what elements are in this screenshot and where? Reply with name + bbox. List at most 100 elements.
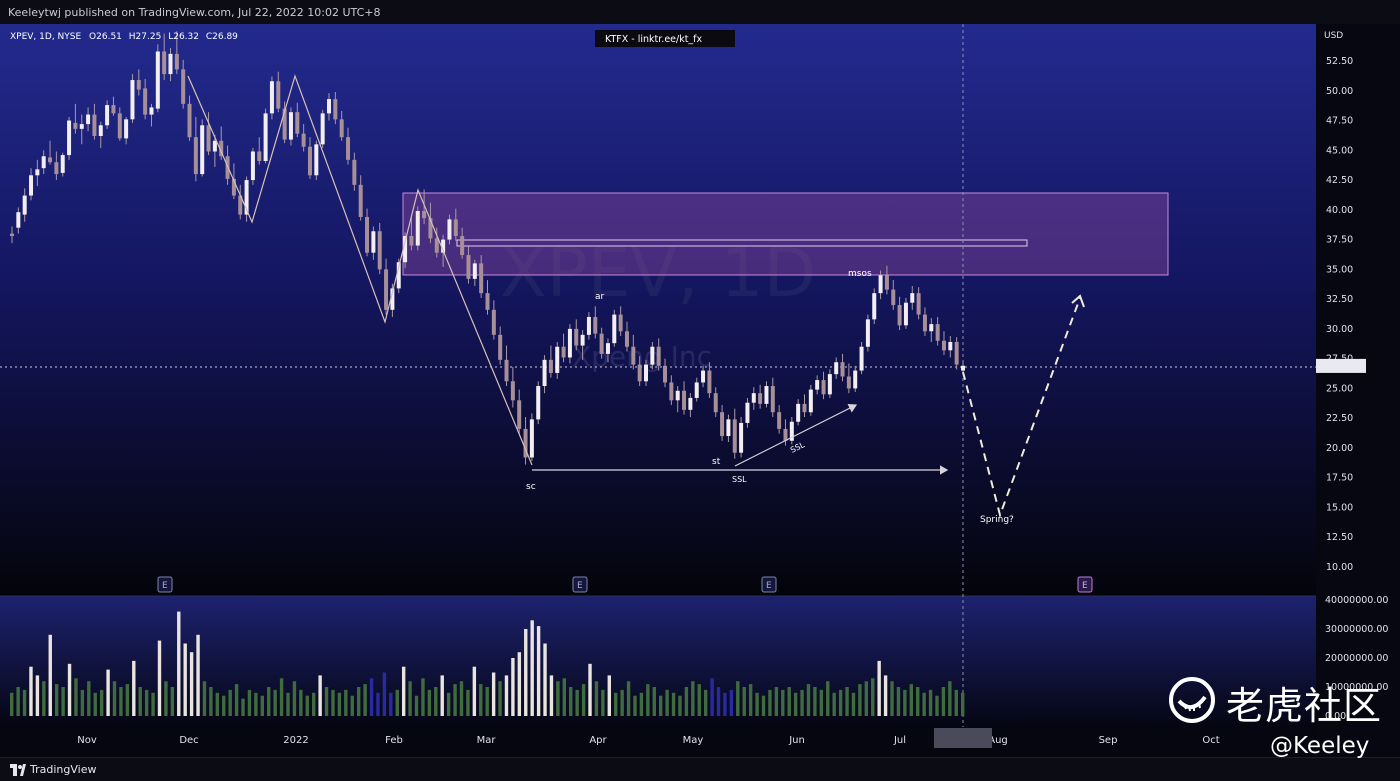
volume-tick-label: 0.00 bbox=[1325, 711, 1346, 722]
volume-bar bbox=[312, 692, 316, 716]
volume-bar bbox=[838, 689, 843, 716]
candle-body bbox=[206, 125, 211, 152]
supply-zone[interactable] bbox=[402, 192, 1169, 276]
candle bbox=[238, 184, 243, 220]
candle-body bbox=[580, 334, 585, 346]
candle bbox=[320, 109, 325, 148]
candle bbox=[79, 114, 84, 145]
candle-body bbox=[821, 380, 826, 395]
price-chart[interactable]: XPEV, 1D Xpeng Inc ar msos sc st SSL SSL… bbox=[0, 24, 1400, 757]
candle bbox=[29, 168, 34, 201]
candle bbox=[130, 74, 135, 123]
wave-path[interactable] bbox=[187, 74, 533, 466]
candle-body bbox=[732, 419, 737, 453]
price-axis-bg bbox=[1316, 24, 1400, 757]
candle bbox=[307, 137, 312, 179]
candle-body bbox=[827, 374, 832, 395]
volume-bar bbox=[504, 675, 509, 716]
candle-body bbox=[808, 389, 813, 413]
volume-bar bbox=[626, 681, 631, 716]
symbol-legend[interactable]: XPEV, 1D, NYSE O26.51 H27.25 L26.32 C26.… bbox=[10, 32, 238, 42]
volume-bar bbox=[543, 643, 547, 716]
volume-bar bbox=[871, 678, 875, 716]
candle-body bbox=[783, 428, 788, 441]
candle-body bbox=[263, 113, 268, 162]
price-tick-label: 37.50 bbox=[1326, 235, 1353, 246]
volume-bar bbox=[202, 681, 207, 716]
candle bbox=[98, 121, 103, 148]
time-axis-ticks[interactable]: Nov Dec 2022 Feb Mar Apr May Jun Jul Aug Sep Oct bbox=[77, 735, 1219, 746]
volume-bar bbox=[344, 689, 348, 716]
candle bbox=[941, 331, 946, 356]
volume-bar bbox=[569, 687, 573, 716]
time-tick-label: Mar bbox=[477, 735, 497, 746]
candle-body bbox=[650, 346, 655, 365]
candle-body bbox=[910, 293, 915, 303]
volume-bar bbox=[948, 681, 952, 716]
volume-bar bbox=[446, 692, 451, 716]
volume-bar bbox=[112, 681, 117, 716]
candle-body bbox=[35, 169, 40, 176]
company-watermark: Xpeng Inc bbox=[572, 340, 712, 373]
volume-bar bbox=[845, 687, 849, 716]
candle-body bbox=[168, 53, 173, 75]
candle-body bbox=[22, 195, 27, 215]
volume-bar bbox=[536, 626, 541, 716]
candle-body bbox=[796, 403, 801, 422]
candle bbox=[529, 413, 534, 462]
volume-bar bbox=[54, 684, 59, 716]
zone-line[interactable] bbox=[456, 239, 1028, 247]
candles-group bbox=[10, 31, 965, 465]
volume-tick-label: 40000000.00 bbox=[1325, 595, 1388, 606]
candle-body bbox=[60, 155, 65, 173]
candle bbox=[859, 341, 864, 375]
candle-body bbox=[751, 393, 756, 403]
candle-body bbox=[441, 239, 446, 253]
price-axis-ticks[interactable]: 52.50 50.00 47.50 45.00 42.50 40.00 37.50 35.00… bbox=[1316, 56, 1366, 573]
volume-bar bbox=[684, 687, 689, 716]
time-tick-label: Nov bbox=[77, 735, 97, 746]
candle bbox=[701, 365, 706, 388]
earnings-marker[interactable]: E bbox=[1077, 576, 1093, 593]
candle bbox=[250, 147, 255, 185]
earnings-marker[interactable]: E bbox=[157, 576, 173, 593]
volume-bar bbox=[491, 672, 496, 716]
volume-bar bbox=[793, 692, 798, 716]
candle-body bbox=[434, 238, 439, 253]
volume-bar bbox=[581, 684, 586, 716]
time-tick-label: Jul bbox=[893, 735, 906, 746]
price-pane-bg bbox=[0, 24, 1316, 596]
volume-bar bbox=[279, 678, 284, 716]
volume-bar bbox=[639, 692, 644, 716]
volume-bar bbox=[716, 687, 721, 716]
badge-bg bbox=[595, 30, 735, 47]
volume-bar bbox=[189, 652, 194, 716]
candle-body bbox=[48, 157, 53, 163]
volume-bar bbox=[472, 666, 477, 716]
candle-body bbox=[238, 195, 243, 215]
ssl-arrow-diagonal[interactable] bbox=[734, 403, 858, 467]
candle-body bbox=[859, 346, 864, 371]
candle bbox=[910, 286, 915, 310]
candle-body bbox=[916, 293, 921, 315]
earnings-marker[interactable]: E bbox=[761, 576, 777, 593]
candle bbox=[821, 371, 826, 400]
volume-bar bbox=[511, 658, 515, 716]
time-tick-label: 2022 bbox=[283, 735, 308, 746]
earnings-marker[interactable]: E bbox=[572, 576, 588, 593]
volume-bar bbox=[498, 681, 502, 716]
volume-bar bbox=[234, 684, 239, 716]
candle-body bbox=[935, 324, 940, 341]
volume-bar bbox=[427, 689, 432, 716]
candle bbox=[796, 399, 801, 426]
projection-path[interactable] bbox=[962, 297, 1081, 519]
candle-body bbox=[111, 105, 116, 114]
volume-bar bbox=[87, 681, 91, 716]
legend-open: O26.51 bbox=[89, 32, 122, 42]
candle bbox=[384, 258, 389, 315]
volume-axis-ticks[interactable]: 40000000.00 30000000.00 20000000.00 1000000… bbox=[1325, 595, 1388, 722]
candle bbox=[542, 355, 547, 394]
candle bbox=[35, 159, 40, 187]
volume-bar bbox=[697, 684, 701, 716]
